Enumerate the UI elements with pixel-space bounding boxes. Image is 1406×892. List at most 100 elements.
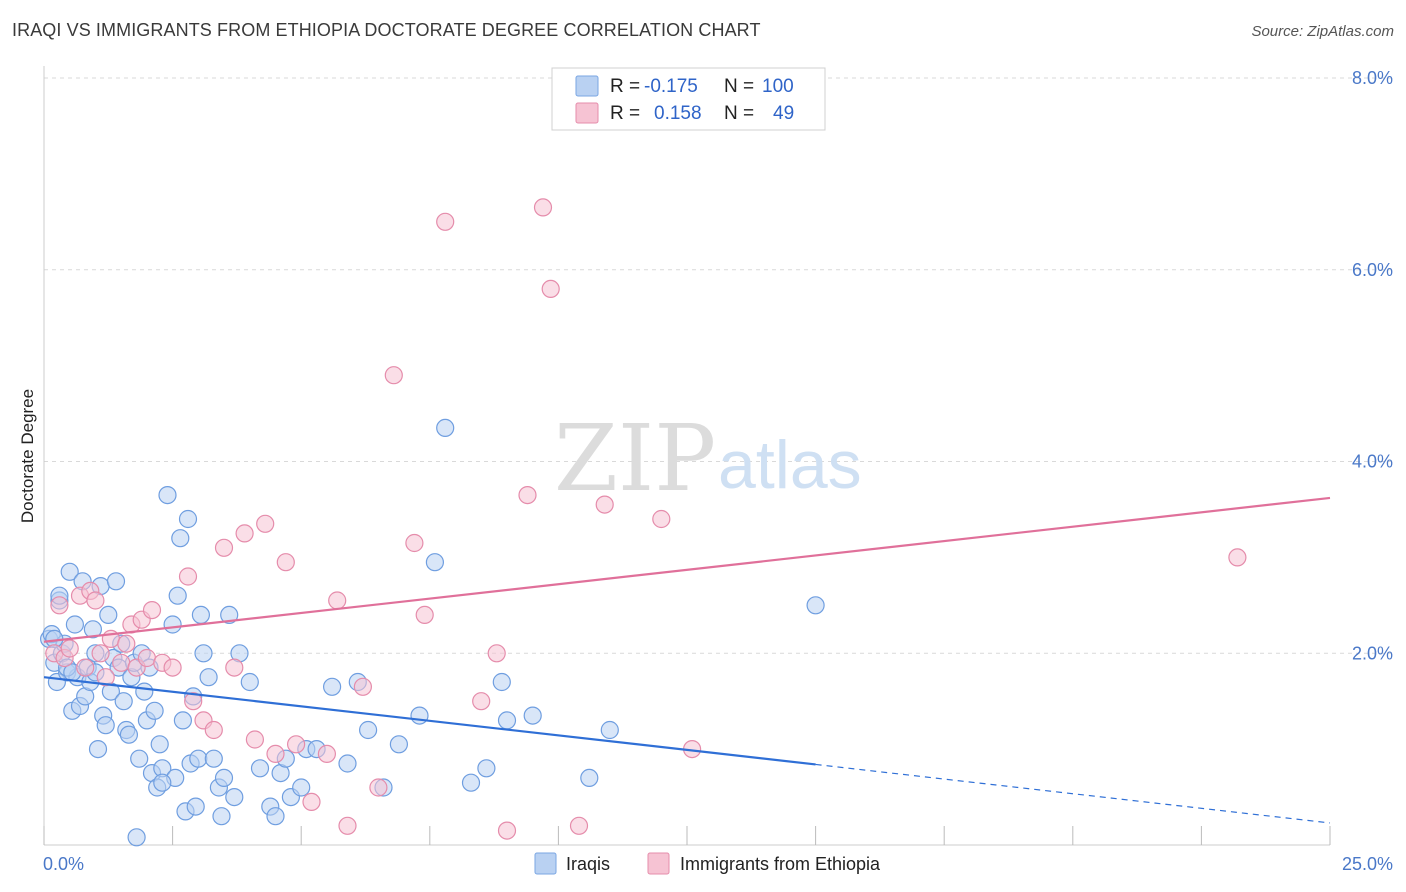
iraqis-point-60: [204, 749, 223, 768]
legend-swatch-iraqis: [534, 852, 557, 875]
ethiopia-point-36: [353, 677, 372, 696]
iraqis-point-77: [323, 677, 342, 696]
legend-n-label-pink: N =: [724, 103, 754, 124]
ethiopia-point-52: [1228, 548, 1247, 567]
ethiopia-point-26: [235, 524, 254, 543]
iraqis-point-86: [461, 773, 481, 792]
iraqis-point-56: [189, 749, 208, 768]
legend-r-value-pink: 0.158: [654, 103, 702, 124]
iraqis-point-63: [214, 768, 234, 788]
iraqis-point-65: [225, 787, 244, 807]
iraqis-point-99: [153, 773, 172, 792]
iraqis-point-37: [135, 682, 154, 701]
ethiopia-point-30: [276, 553, 295, 572]
iraqis-point-49: [171, 529, 190, 548]
iraqis-point-10: [65, 615, 85, 634]
iraqis-point-70: [266, 807, 285, 826]
iraqis-point-62: [212, 807, 231, 826]
legend-label-iraqis: Iraqis: [566, 854, 610, 874]
legend-n-label-blue: N =: [724, 76, 754, 97]
iraqis-point-87: [477, 759, 496, 778]
ethiopia-point-8: [91, 644, 110, 663]
ethiopia-point-21: [184, 692, 203, 711]
ethiopia-point-39: [405, 533, 424, 553]
legend-r-label-pink: R =: [610, 103, 640, 124]
iraqis-point-93: [806, 596, 825, 615]
chart-source: Source: ZipAtlas.com: [1251, 23, 1394, 40]
ethiopia-point-35: [338, 816, 357, 835]
ethiopia-point-3: [60, 639, 79, 658]
iraqis-point-92: [600, 720, 619, 740]
ethiopia-point-49: [595, 495, 614, 514]
iraqis-point-80: [359, 720, 378, 740]
iraqis-point-89: [497, 711, 517, 730]
iraqis-point-55: [186, 797, 205, 816]
iraqis-point-35: [130, 749, 149, 768]
iraqis-point-57: [191, 605, 210, 625]
iraqis-point-8: [60, 562, 79, 581]
ethiopia-point-37: [369, 778, 388, 797]
legend-n-value-pink: 49: [773, 103, 794, 124]
y-tick-label-4: 4.0%: [1352, 452, 1393, 472]
ethiopia-point-1: [50, 596, 69, 615]
watermark-zip: ZIP: [554, 405, 716, 512]
series-legend: Iraqis Immigrants from Ethiopia: [534, 852, 881, 875]
ethiopia-point-33: [317, 744, 336, 764]
ethiopia-point-50: [652, 509, 671, 529]
legend-n-value-blue: 100: [762, 76, 794, 97]
iraqis-point-58: [194, 644, 213, 663]
ethiopia-point-40: [415, 605, 434, 625]
iraqis-point-19: [88, 739, 108, 759]
ethiopia-point-27: [245, 730, 264, 749]
x-tick-label-min: 0.0%: [43, 854, 84, 874]
iraqis-point-22: [96, 716, 115, 735]
iraqis-point-29: [114, 692, 133, 711]
data-points: [39, 198, 1247, 847]
y-tick-label-2: 2.0%: [1352, 643, 1393, 663]
ethiopia-point-11: [112, 653, 131, 672]
iraqis-trend-extension: [815, 763, 1331, 824]
ethiopia-point-29: [266, 744, 285, 764]
ethiopia-point-44: [497, 821, 517, 840]
ethiopia-point-47: [541, 279, 560, 298]
ethiopia-point-31: [287, 735, 306, 754]
x-axis: [43, 66, 1331, 846]
chart-title: IRAQI VS IMMIGRANTS FROM ETHIOPIA DOCTOR…: [12, 20, 761, 40]
ethiopia-point-24: [214, 538, 234, 557]
iraqis-point-82: [389, 735, 408, 754]
grid-lines: [44, 77, 1392, 654]
x-tick-label-max: 25.0%: [1342, 854, 1393, 874]
iraqis-point-85: [436, 418, 455, 437]
iraqis-point-64: [220, 605, 239, 625]
iraqis-point-59: [199, 668, 218, 687]
ethiopia-point-17: [142, 600, 162, 620]
legend-r-label-blue: R =: [610, 76, 640, 97]
legend-swatch-ethiopia: [647, 852, 670, 875]
iraqis-point-26: [106, 572, 126, 591]
iraqis-point-78: [338, 754, 357, 773]
iraqis-point-67: [240, 672, 259, 692]
y-tick-label-6: 6.0%: [1352, 260, 1393, 280]
iraqis-point-23: [99, 605, 118, 625]
ethiopia-point-12: [117, 634, 136, 653]
ethiopia-point-25: [225, 658, 244, 677]
iraqis-point-52: [178, 509, 198, 529]
iraqis-point-90: [523, 706, 542, 725]
iraqis-trend-line: [43, 676, 816, 766]
iraqis-point-17: [83, 620, 103, 639]
iraqis-point-41: [145, 701, 164, 720]
iraqis-point-50: [173, 711, 192, 730]
ethiopia-point-7: [86, 591, 105, 610]
ethiopia-point-19: [163, 658, 182, 677]
iraqis-point-34: [127, 828, 146, 847]
y-tick-labels: 2.0% 4.0% 6.0% 8.0%: [1352, 68, 1393, 663]
y-axis-title: Doctorate Degree: [18, 389, 37, 523]
legend-r-value-blue: -0.175: [644, 76, 698, 97]
legend-swatch-blue: [575, 75, 599, 97]
ethiopia-point-38: [384, 366, 403, 385]
trend-lines: [43, 496, 1331, 824]
watermark-atlas: atlas: [718, 427, 862, 503]
ethiopia-point-43: [487, 644, 506, 663]
ethiopia-point-46: [533, 198, 553, 217]
